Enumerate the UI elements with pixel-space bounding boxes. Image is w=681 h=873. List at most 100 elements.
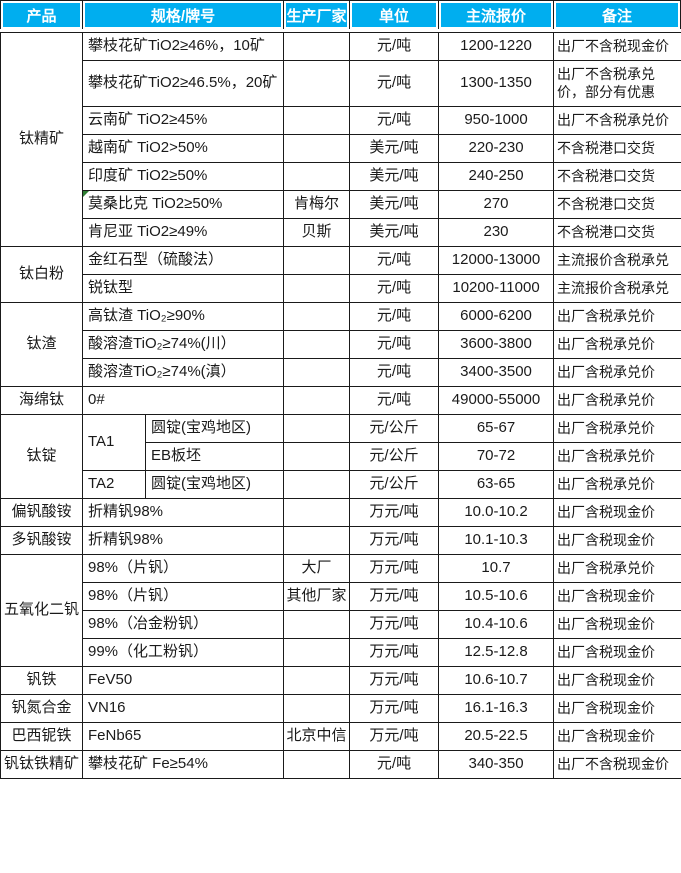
price-cell: 1200-1220 — [438, 32, 555, 61]
manufacturer-cell: 肯梅尔 — [283, 190, 351, 219]
spec-cell: EB板坯 — [144, 442, 285, 471]
product-cell: 多钒酸铵 — [0, 526, 83, 555]
price-cell: 16.1-16.3 — [438, 694, 555, 723]
note-cell: 出厂含税承兑价 — [553, 358, 681, 387]
header-spec: 规格/牌号 — [82, 1, 283, 29]
spec-cell: 攀枝花矿 Fe≥54% — [81, 750, 285, 779]
product-cell: 钛精矿 — [0, 32, 83, 247]
manufacturer-cell — [283, 694, 351, 723]
spec-cell: FeV50 — [81, 666, 285, 695]
unit-cell: 美元/吨 — [349, 218, 440, 247]
spec-cell: 折精钒98% — [81, 526, 285, 555]
unit-cell: 元/吨 — [349, 386, 440, 415]
unit-cell: 美元/吨 — [349, 134, 440, 163]
unit-cell: 元/公斤 — [349, 442, 440, 471]
product-cell: 偏钒酸铵 — [0, 498, 83, 527]
table-row: 钛精矿 攀枝花矿TiO2≥46%，10矿 元/吨 1200-1220 出厂不含税现金价 — [0, 32, 681, 247]
spec-cell: 攀枝花矿TiO2≥46%，10矿 — [81, 32, 285, 61]
spec-cell: FeNb65 — [81, 722, 285, 751]
spec-cell: 圆锭(宝鸡地区) — [144, 470, 285, 499]
spec-cell: 0# — [81, 386, 285, 415]
manufacturer-cell — [283, 302, 351, 331]
table-row: 98%（冶金粉钒） 万元/吨 10.4-10.6 出厂含税现金价 — [1, 610, 681, 639]
note-cell: 出厂含税现金价 — [553, 610, 681, 639]
header-manufacturer: 生产厂家 — [283, 1, 349, 29]
manufacturer-cell — [283, 32, 351, 61]
note-cell: 出厂含税承兑价 — [553, 386, 681, 415]
price-cell: 70-72 — [438, 442, 555, 471]
spec-cell: 高钛渣 TiO₂≥90% — [81, 302, 285, 331]
note-cell: 出厂含税现金价 — [553, 722, 681, 751]
spec-cell: 折精钒98% — [81, 498, 285, 527]
unit-cell: 万元/吨 — [349, 722, 440, 751]
price-table-body: 钛精矿 攀枝花矿TiO2≥46%，10矿 元/吨 1200-1220 出厂不含税现金价攀… — [0, 32, 681, 779]
spec-cell: 酸溶渣TiO₂≥74%(滇） — [81, 358, 285, 387]
manufacturer-cell — [283, 274, 351, 303]
manufacturer-cell — [283, 526, 351, 555]
price-cell: 950-1000 — [438, 106, 555, 135]
table-row: 钛锭 TA1 圆锭(宝鸡地区) 元/公斤 65-67 出厂含税承兑价 — [0, 414, 681, 499]
grade-cell: TA1 — [82, 414, 146, 471]
manufacturer-cell — [283, 666, 351, 695]
price-cell: 6000-6200 — [438, 302, 555, 331]
unit-cell: 万元/吨 — [349, 666, 440, 695]
note-cell: 不含税港口交货 — [553, 190, 681, 219]
table-row: 多钒酸铵 折精钒98% 万元/吨 10.1-10.3 出厂含税现金价 — [0, 526, 681, 555]
unit-cell: 万元/吨 — [349, 526, 440, 555]
price-cell: 10.4-10.6 — [438, 610, 555, 639]
table-row: 钒氮合金 VN16 万元/吨 16.1-16.3 出厂含税现金价 — [0, 694, 681, 723]
spec-cell: 印度矿 TiO2≥50% — [81, 162, 285, 191]
price-table-grid: 钛精矿 攀枝花矿TiO2≥46%，10矿 元/吨 1200-1220 出厂不含税现金价攀… — [0, 32, 681, 779]
table-row: 海绵钛 0# 元/吨 49000-55000 出厂含税承兑价 — [0, 386, 681, 415]
price-cell: 12.5-12.8 — [438, 638, 555, 667]
product-cell: 钛锭 — [0, 414, 83, 499]
spec-cell: 圆锭(宝鸡地区) — [144, 414, 285, 443]
unit-cell: 万元/吨 — [349, 610, 440, 639]
manufacturer-cell — [283, 60, 351, 107]
spec-cell: 98%（片钒） — [81, 554, 285, 583]
manufacturer-cell — [283, 330, 351, 359]
manufacturer-cell — [283, 246, 351, 275]
note-cell: 主流报价含税承兑 — [553, 274, 681, 303]
price-cell: 10.7 — [438, 554, 555, 583]
product-cell: 五氧化二钒 — [0, 554, 83, 667]
comment-marker-icon — [83, 191, 89, 197]
note-cell: 出厂不含税承兑价，部分有优惠 — [553, 60, 681, 107]
table-row: 98%（片钒） 其他厂家 万元/吨 10.5-10.6 出厂含税现金价 — [1, 582, 681, 611]
manufacturer-cell — [283, 162, 351, 191]
manufacturer-cell — [283, 610, 351, 639]
manufacturer-cell — [283, 638, 351, 667]
table-row: 肯尼亚 TiO2≥49% 贝斯 美元/吨 230 不含税港口交货 — [1, 218, 681, 247]
note-cell: 出厂含税承兑价 — [553, 302, 681, 331]
product-cell: 海绵钛 — [0, 386, 83, 415]
table-row: 99%（化工粉钒） 万元/吨 12.5-12.8 出厂含税现金价 — [1, 638, 681, 667]
table-row: 钛渣 高钛渣 TiO₂≥90% 元/吨 6000-6200 出厂含税承兑价 — [0, 302, 681, 387]
product-cell: 钛白粉 — [0, 246, 83, 303]
price-cell: 10200-11000 — [438, 274, 555, 303]
note-cell: 出厂含税现金价 — [553, 666, 681, 695]
table-row: 锐钛型 元/吨 10200-11000 主流报价含税承兑 — [1, 274, 681, 303]
header-product: 产品 — [1, 1, 82, 29]
unit-cell: 美元/吨 — [349, 162, 440, 191]
spec-cell: 98%（片钒） — [81, 582, 285, 611]
price-cell: 3600-3800 — [438, 330, 555, 359]
table-row: 酸溶渣TiO₂≥74%(滇） 元/吨 3400-3500 出厂含税承兑价 — [1, 358, 681, 387]
header-unit: 单位 — [349, 1, 438, 29]
note-cell: 出厂含税现金价 — [553, 498, 681, 527]
spec-cell: 肯尼亚 TiO2≥49% — [81, 218, 285, 247]
unit-cell: 元/吨 — [349, 750, 440, 779]
unit-cell: 万元/吨 — [349, 582, 440, 611]
table-row: 印度矿 TiO2≥50% 美元/吨 240-250 不含税港口交货 — [1, 162, 681, 191]
note-cell: 出厂含税承兑价 — [553, 554, 681, 583]
price-cell: 63-65 — [438, 470, 555, 499]
product-cell: 钒钛铁精矿 — [0, 750, 83, 779]
spec-cell: 攀枝花矿TiO2≥46.5%，20矿 — [81, 60, 285, 107]
price-cell: 10.5-10.6 — [438, 582, 555, 611]
price-cell: 12000-13000 — [438, 246, 555, 275]
unit-cell: 万元/吨 — [349, 694, 440, 723]
grade-cell: TA2 — [82, 470, 146, 499]
unit-cell: 元/吨 — [349, 274, 440, 303]
price-cell: 270 — [438, 190, 555, 219]
unit-cell: 元/吨 — [349, 358, 440, 387]
unit-cell: 元/吨 — [349, 302, 440, 331]
